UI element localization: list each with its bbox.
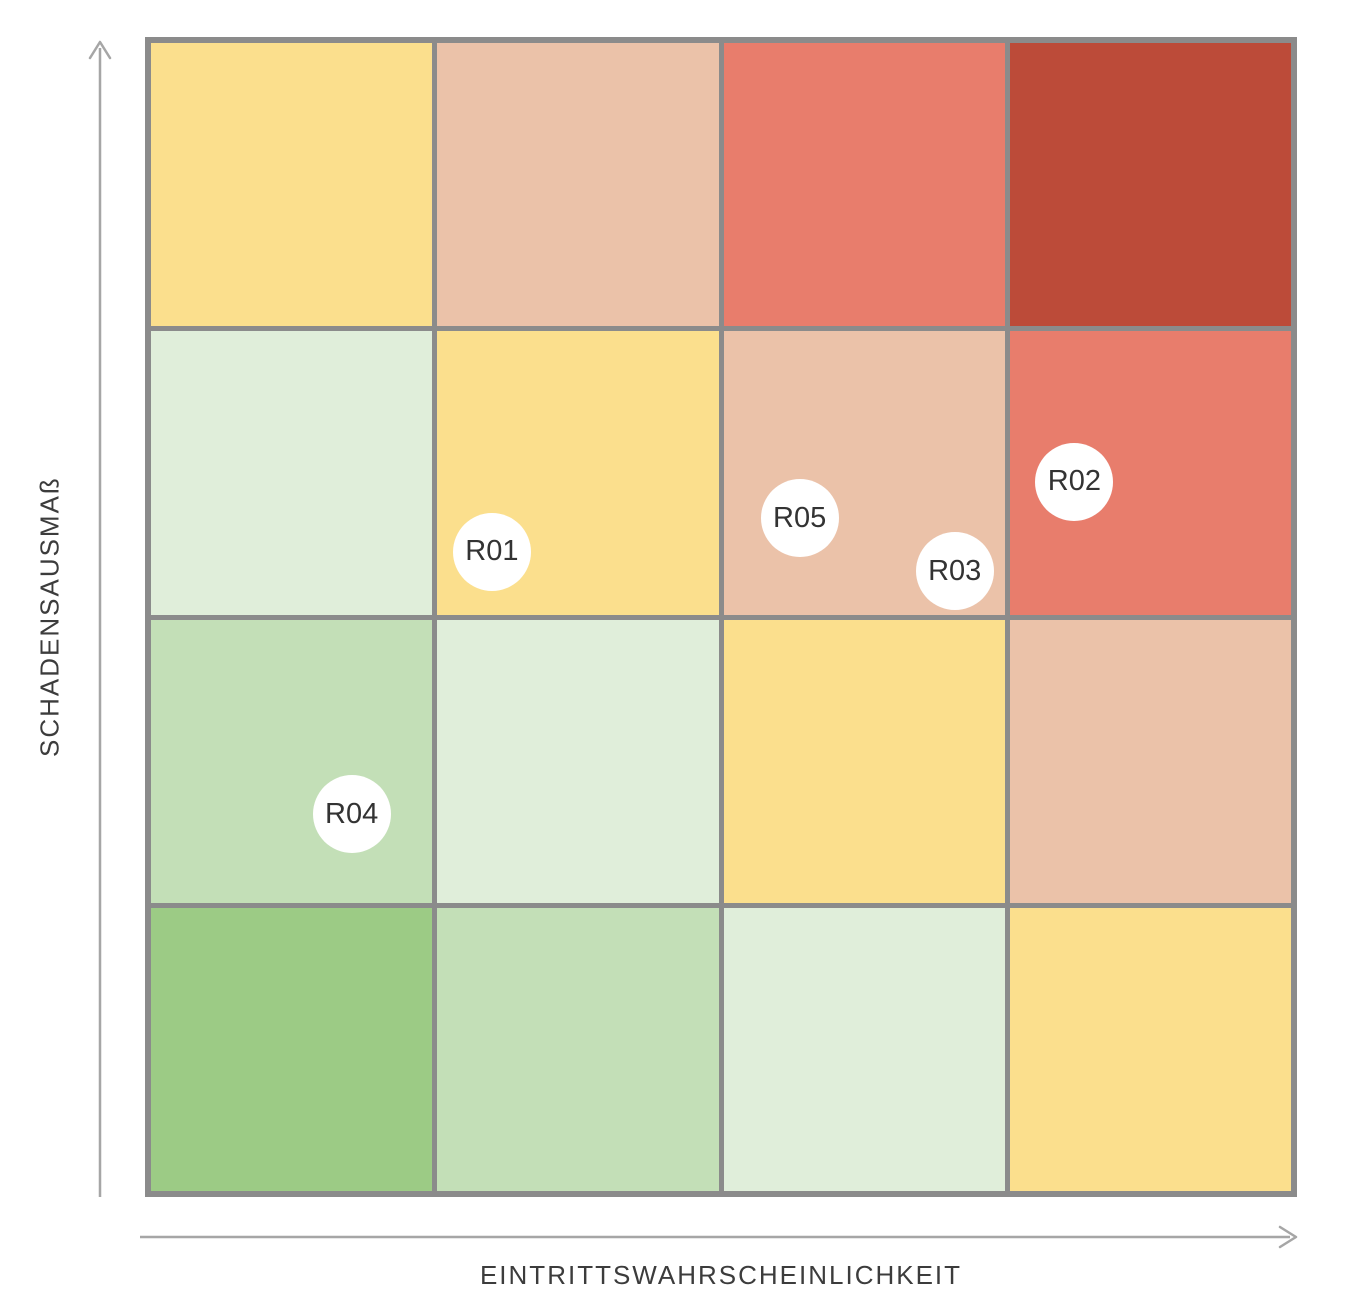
y-axis-arrow <box>88 40 112 1197</box>
risk-marker-r01[interactable]: R01 <box>452 512 531 591</box>
risk-matrix: R01 R02 R03 R04 R05 <box>145 37 1297 1197</box>
matrix-cell <box>151 619 433 903</box>
matrix-cell <box>1009 43 1291 327</box>
y-axis-label: SCHADENSAUSMAß <box>34 476 65 758</box>
matrix-cell <box>723 907 1005 1191</box>
matrix-cell <box>151 43 433 327</box>
matrix-cell <box>437 43 719 327</box>
risk-marker-r04[interactable]: R04 <box>312 775 391 854</box>
risk-marker-r03[interactable]: R03 <box>915 532 994 611</box>
matrix-cell <box>437 619 719 903</box>
matrix-cell <box>723 619 1005 903</box>
risk-marker-r02[interactable]: R02 <box>1035 442 1114 521</box>
matrix-cell <box>151 331 433 615</box>
matrix-cell <box>723 43 1005 327</box>
x-axis-arrow <box>140 1225 1298 1249</box>
risk-marker-r05[interactable]: R05 <box>760 479 839 558</box>
matrix-cell <box>1009 619 1291 903</box>
matrix-cell <box>437 907 719 1191</box>
marker-layer: R01 R02 R03 R04 R05 <box>151 43 1291 1191</box>
x-axis-label: EINTRITTSWAHRSCHEINLICHKEIT <box>479 1260 963 1290</box>
matrix-cell <box>151 907 433 1191</box>
matrix-cell <box>1009 907 1291 1191</box>
